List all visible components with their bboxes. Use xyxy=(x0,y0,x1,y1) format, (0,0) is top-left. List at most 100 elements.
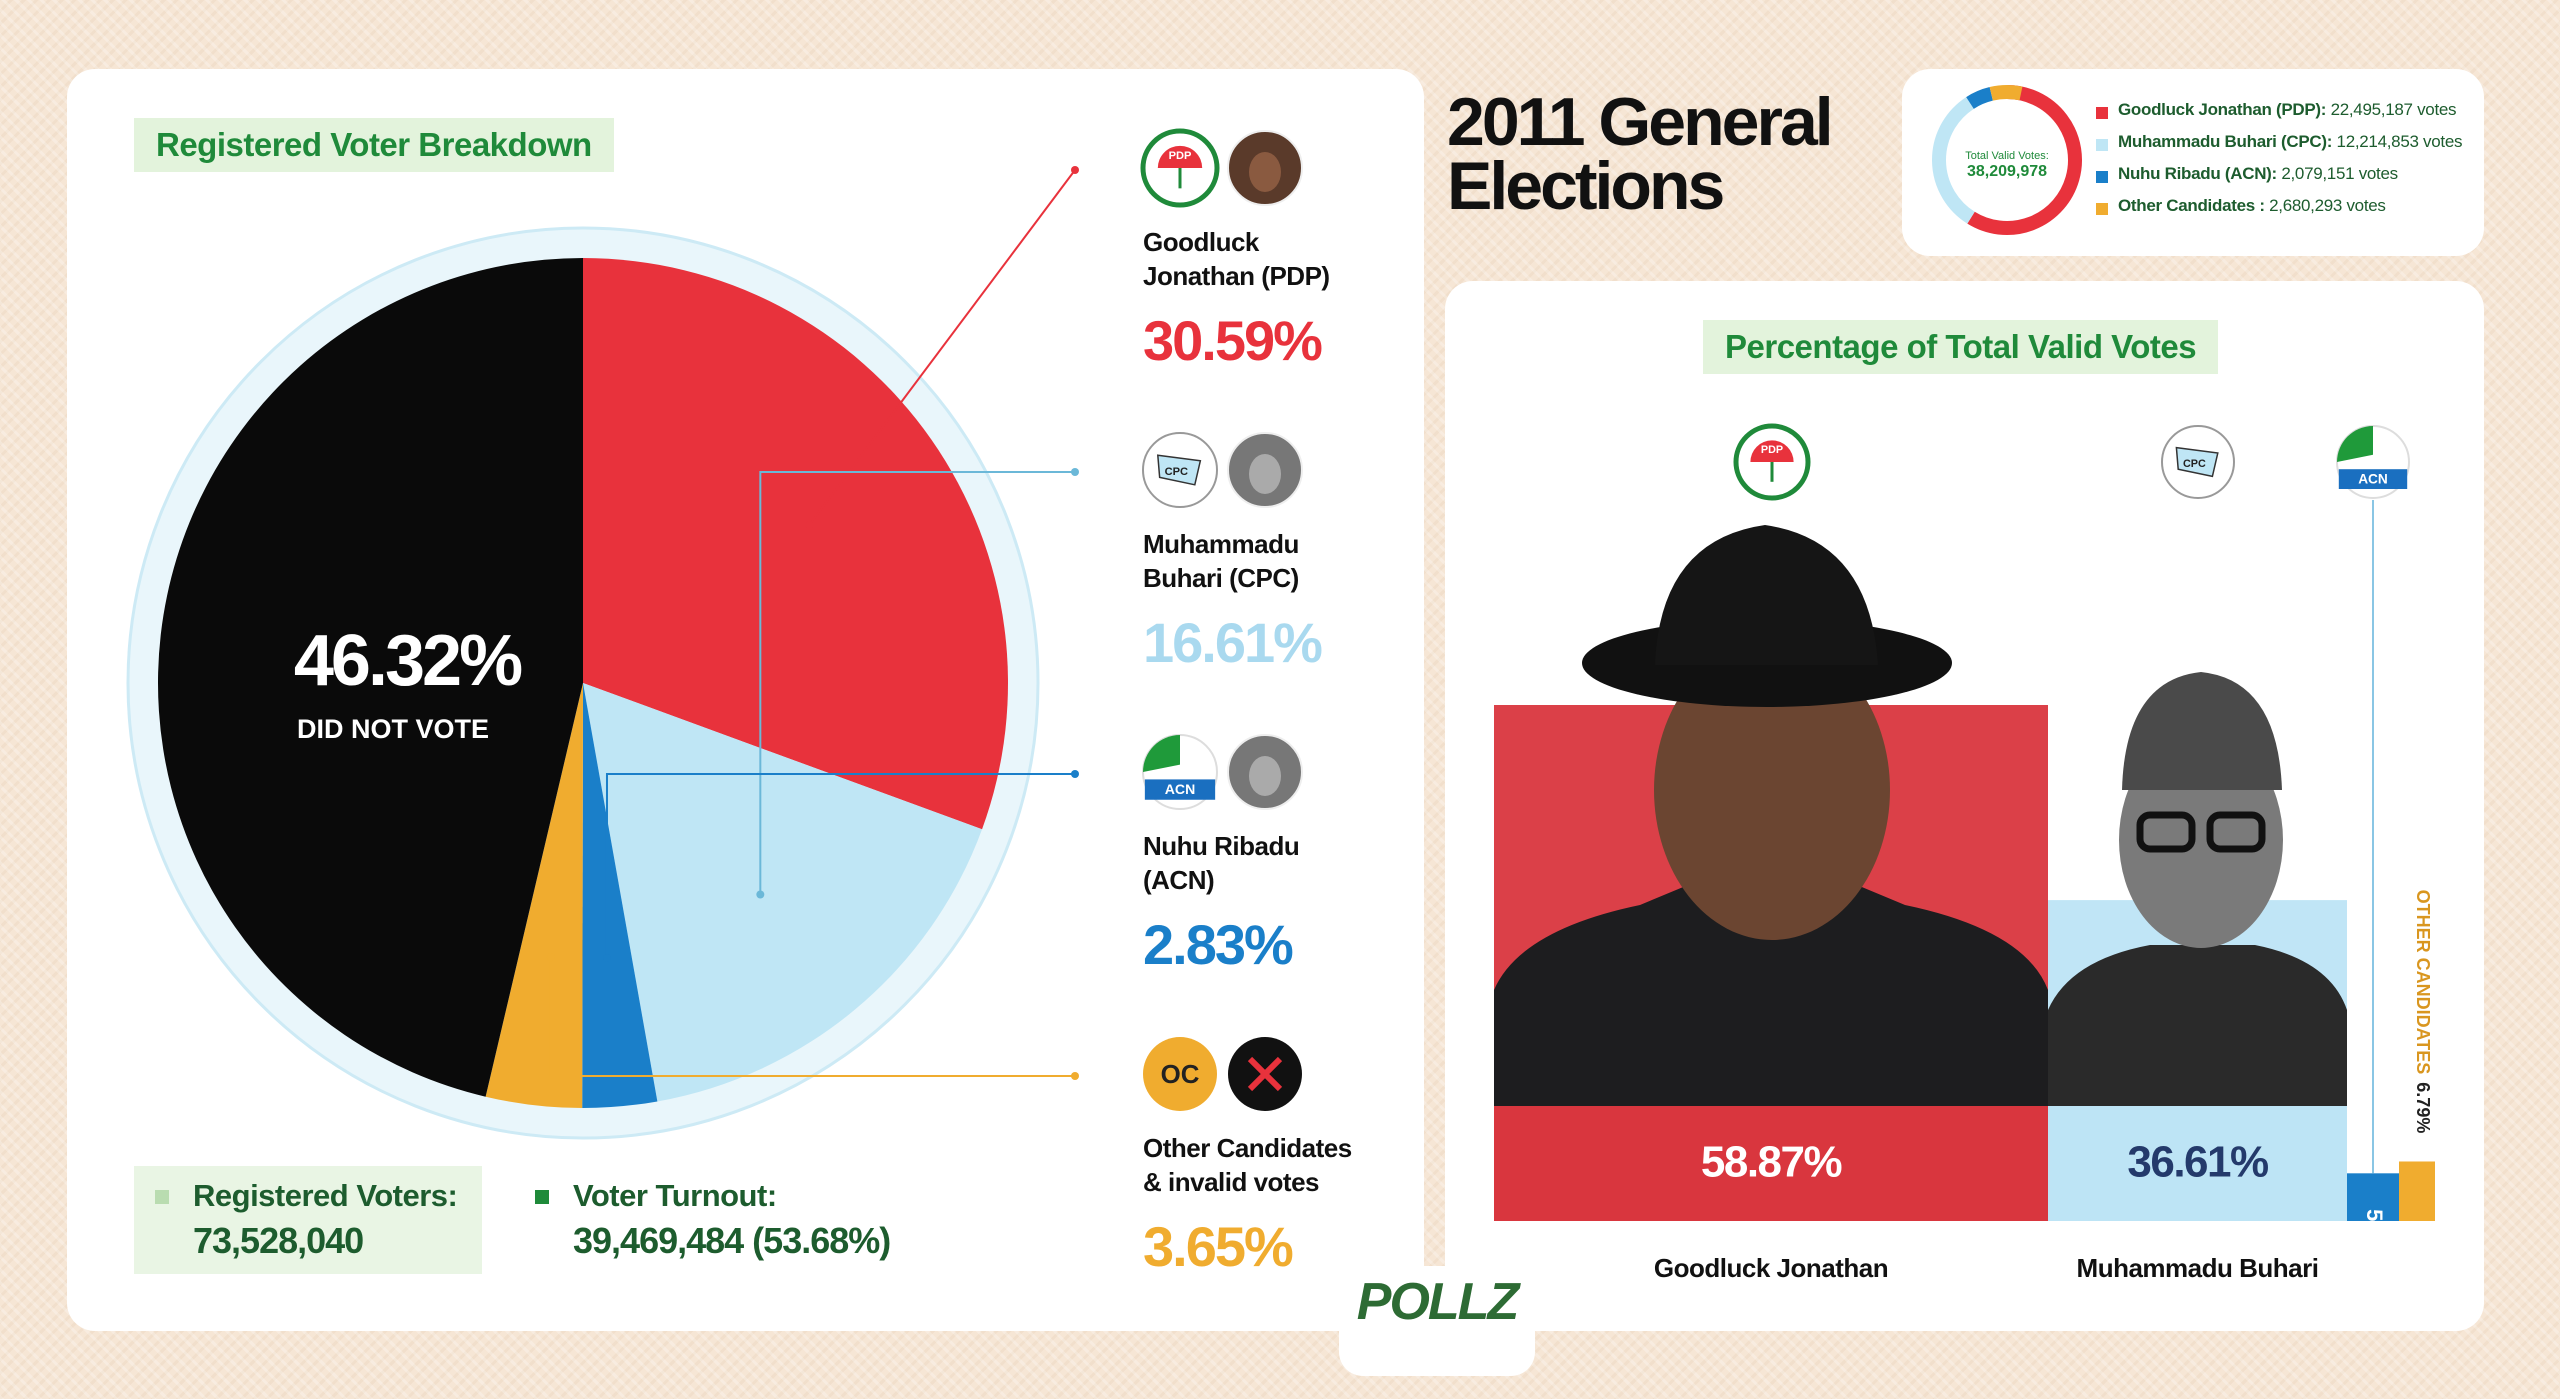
pie-slice xyxy=(583,258,1008,830)
stat-marker xyxy=(535,1190,549,1204)
stat-label: Registered Voters: xyxy=(193,1178,458,1213)
donut-marker xyxy=(2096,171,2108,183)
badge-x xyxy=(1247,1056,1283,1092)
legend-name: Other Candidates & invalid votes xyxy=(1143,1133,1352,1197)
page-title: 2011 General Elections xyxy=(1447,84,1834,224)
badge-text: CPC xyxy=(1165,466,1188,478)
portrait-body xyxy=(1494,880,2048,1106)
leader-line xyxy=(549,957,1075,1077)
donut-marker xyxy=(2096,107,2108,119)
legend-name: Nuhu Ribadu (ACN) xyxy=(1143,831,1300,895)
badge-flag xyxy=(1156,454,1202,486)
badge-face xyxy=(1249,152,1281,192)
donut-marker xyxy=(2096,139,2108,151)
donut-arc xyxy=(1932,97,1975,224)
stat-box xyxy=(134,1166,482,1274)
leader-dot xyxy=(1071,166,1079,174)
stat-value: 39,469,484 (53.68%) xyxy=(573,1220,891,1261)
pie-title: Registered Voter Breakdown xyxy=(134,118,614,172)
portraits xyxy=(1494,525,2347,1106)
stat-marker xyxy=(155,1190,169,1204)
donut-legend-row: Muhammadu Buhari (CPC): 12,214,853 votes xyxy=(2118,132,2462,152)
badge-text: PDP xyxy=(1169,150,1192,162)
badge-green xyxy=(2337,426,2373,462)
stat-label: Voter Turnout: xyxy=(573,1178,777,1213)
donut-marker xyxy=(2096,203,2108,215)
legend-value: 2.83% xyxy=(1143,913,1294,976)
badge-green xyxy=(1143,735,1180,772)
portrait-glasses xyxy=(2206,811,2266,853)
bar-title: Percentage of Total Valid Votes xyxy=(1703,320,2219,374)
donut xyxy=(1932,85,2082,235)
legend-name: Goodluck Jonathan (PDP) xyxy=(1143,227,1330,291)
portrait-hat xyxy=(1655,525,1878,665)
donut-total: 38,209,978 xyxy=(1966,163,2048,180)
badge-text: ACN xyxy=(1165,781,1195,797)
badge-blue xyxy=(2338,469,2408,489)
pie-slice xyxy=(583,683,983,1102)
badge-text: ACN xyxy=(2358,472,2388,487)
portrait-glasses xyxy=(2136,811,2196,853)
donut-arc xyxy=(1966,87,1994,109)
pie-slice xyxy=(582,683,658,1108)
leader-dot xyxy=(546,953,555,962)
legend-value: 3.65% xyxy=(1143,1215,1294,1278)
leader-dot xyxy=(1071,1072,1079,1080)
portrait-head xyxy=(1654,640,1890,940)
donut-legend-name: Nuhu Ribadu (ACN): xyxy=(2118,164,2277,183)
bar-category-label: OTHER CANDIDATES 6.79% xyxy=(2413,890,2433,1134)
badge-text: CPC xyxy=(2183,458,2206,470)
bar-band xyxy=(2048,1106,2347,1221)
badge-face xyxy=(1249,756,1281,796)
bar-category-label: OTHER CANDIDATES xyxy=(2413,890,2433,1075)
stat-value: 73,528,040 xyxy=(193,1220,364,1261)
donut-legend-row: Goodluck Jonathan (PDP): 22,495,187 vote… xyxy=(2118,100,2457,120)
bar-band xyxy=(1494,1106,2048,1221)
leader-dot xyxy=(1071,770,1079,778)
center-caption: DID NOT VOTE xyxy=(296,714,489,744)
donut-legend-value: 12,214,853 votes xyxy=(2336,132,2463,151)
donut-arc xyxy=(1989,85,2023,101)
pie-slice xyxy=(157,258,584,1097)
bar-value-label: 5.44 % xyxy=(2362,1209,2387,1278)
donut-legend-row: Other Candidates : 2,680,293 votes xyxy=(2118,196,2386,216)
badge-umbrella xyxy=(1750,440,1794,462)
bar-value-label: 36.61% xyxy=(2127,1138,2268,1187)
leader-line xyxy=(759,471,1075,895)
donut-legend-name: Goodluck Jonathan (PDP): xyxy=(2118,100,2327,119)
brand-logo: POLLZ xyxy=(1356,1273,1519,1331)
bar-value-label: 6.79% xyxy=(2413,1082,2433,1133)
bar-labels: 58.87% Goodluck Jonathan 36.61% Muhammadu B… xyxy=(1494,423,2433,1283)
leader-line xyxy=(808,169,1076,526)
leader-line xyxy=(605,773,1075,958)
leader-dot xyxy=(756,890,765,899)
badge-flag xyxy=(2175,446,2219,478)
pie-slice xyxy=(485,683,583,1108)
badge-blue xyxy=(1144,779,1216,800)
portrait-body xyxy=(2048,945,2347,1106)
badge-oc xyxy=(1143,1037,1217,1111)
bar-value-label: 58.87% xyxy=(1701,1138,1842,1187)
leaders: PDP CPC ACN OC xyxy=(546,128,1303,1111)
badge-text: OC xyxy=(1161,1061,1200,1089)
portrait-cap xyxy=(2122,672,2282,790)
leader-dot xyxy=(602,953,611,962)
donut-center-label: Total Valid Votes: xyxy=(1965,150,2049,162)
legend-value: 16.61% xyxy=(1143,611,1323,674)
leader-dot xyxy=(805,520,814,529)
leader-dot xyxy=(1071,468,1079,476)
legend-value: 30.59% xyxy=(1143,309,1323,372)
donut-arc xyxy=(1967,85,2082,235)
donut-legend-value: 22,495,187 votes xyxy=(2330,100,2457,119)
donut-legend-name: Other Candidates : xyxy=(2118,196,2265,215)
badge-text: PDP xyxy=(1761,444,1783,456)
center-value: 46.32% xyxy=(293,621,523,701)
pie xyxy=(157,258,1008,1108)
legend-name: Muhammadu Buhari (CPC) xyxy=(1143,529,1299,593)
donut-legend-row: Nuhu Ribadu (ACN): 2,079,151 votes xyxy=(2118,164,2398,184)
donut-legend-value: 2,079,151 votes xyxy=(2281,164,2398,183)
x-tick-label: Muhammadu Buhari xyxy=(2077,1253,2319,1283)
x-tick-label: Goodluck Jonathan xyxy=(1654,1253,1888,1283)
